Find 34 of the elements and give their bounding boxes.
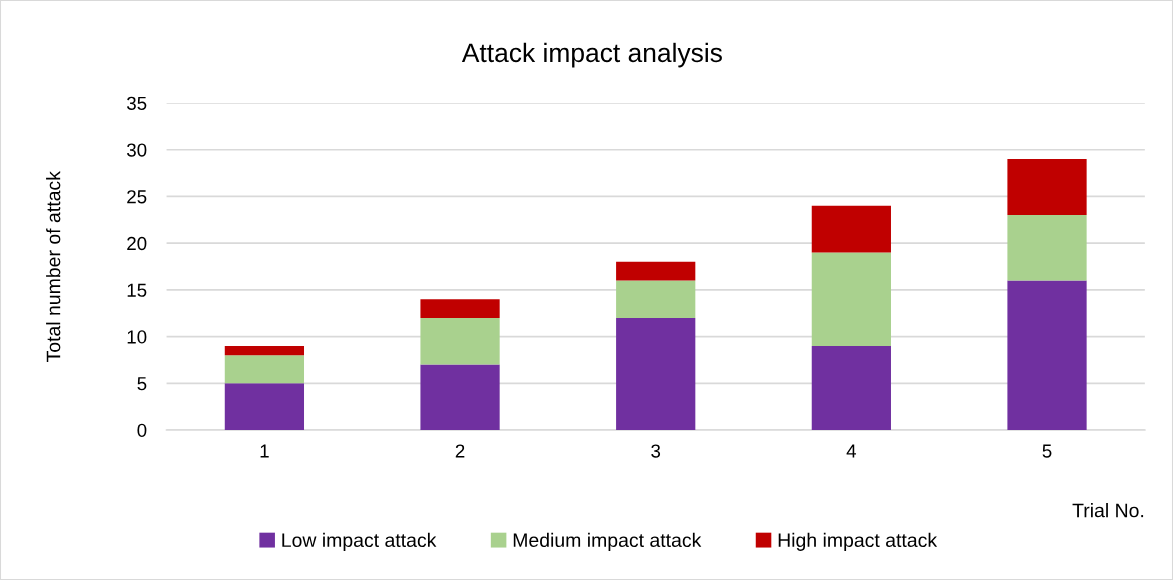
x-tick-label: 2 [455,444,465,458]
bar [224,355,305,384]
x-tick-label: 4 [846,444,857,458]
legend-label: High impact attack [778,532,938,551]
bar [1007,215,1087,281]
y-tick-label: 25 [127,190,147,204]
bar [1007,280,1087,431]
y-tick-label: 5 [137,377,147,391]
bar [616,317,696,431]
chart-title: Attack impact analysis [461,42,722,68]
y-tick-label: 10 [127,330,147,344]
y-tick-label: 15 [127,283,147,297]
bar [811,252,891,346]
bar [224,383,305,431]
y-tick-label: 20 [127,236,147,251]
bar [224,345,305,356]
legend-label: Medium impact attack [513,532,702,551]
y-tick-label: 0 [137,423,147,437]
y-axis-title: Total number of attack [46,171,61,362]
bar [1007,159,1087,216]
bar [420,317,500,365]
x-axis-title: Trial No. [1072,503,1144,518]
y-tick-label: 30 [126,143,147,157]
legend-label: Low impact attack [282,532,437,551]
bar [420,299,500,318]
bar [811,345,891,431]
bar [420,364,500,431]
x-tick-label: 5 [1042,444,1052,458]
bar [811,205,891,253]
y-tick-label: 35 [126,96,147,110]
bar [616,280,696,318]
x-tick-label: 1 [260,444,269,458]
bar [616,261,696,281]
x-tick-label: 3 [651,444,661,458]
